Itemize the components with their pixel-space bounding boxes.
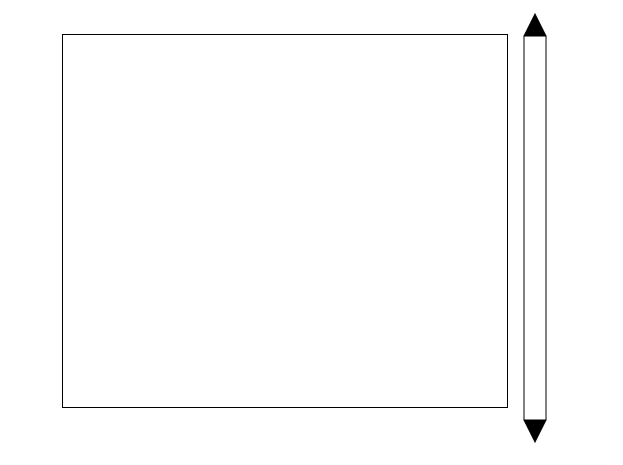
colorbar-gradient (523, 35, 547, 421)
colorbar-extend-min (523, 419, 547, 443)
field-heatmap (62, 34, 508, 408)
colorbar (523, 13, 547, 443)
colorbar-extend-max (523, 13, 547, 37)
